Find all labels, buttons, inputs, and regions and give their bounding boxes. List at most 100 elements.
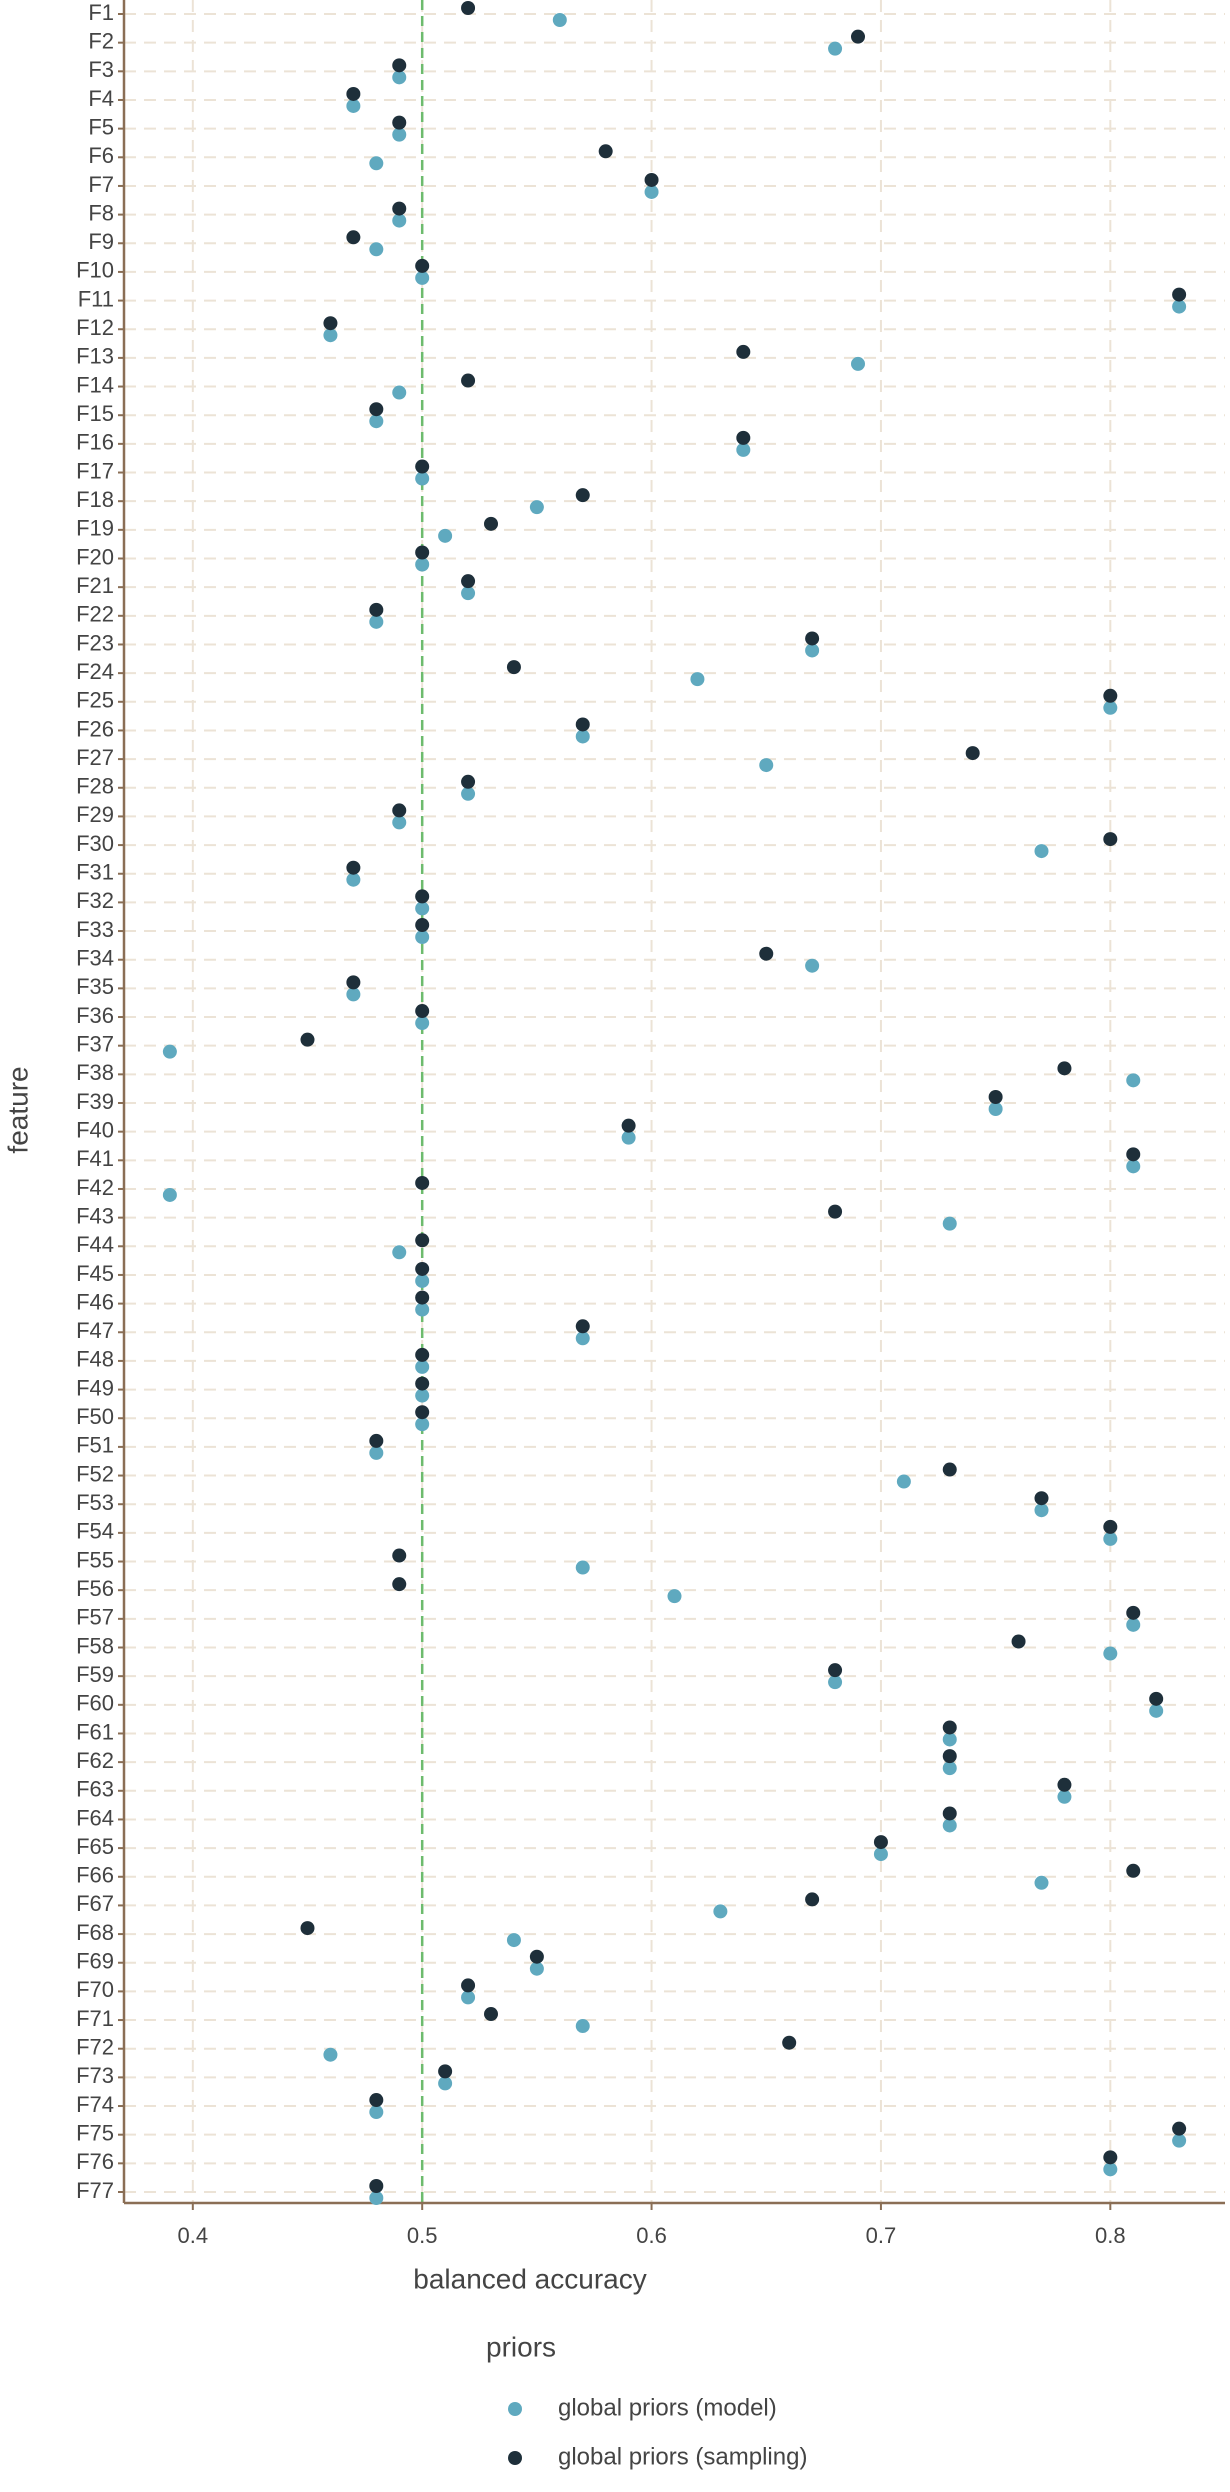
point [369,414,384,429]
point [415,270,430,285]
point [415,1261,430,1276]
point [438,2076,453,2091]
point [828,1663,843,1678]
y-tick-label: F71 [76,2006,114,2031]
y-tick-label: F50 [76,1404,114,1429]
y-tick-label: F35 [76,974,114,999]
point [598,144,613,159]
point [461,586,476,601]
y-tick-label: F61 [76,1719,114,1744]
point [392,213,407,228]
point [323,328,338,343]
y-tick-label: F16 [76,430,114,455]
point [759,758,774,773]
point [415,901,430,916]
y-tick-label: F23 [76,630,114,655]
y-tick-label: F39 [76,1089,114,1114]
point [1034,1875,1049,1890]
point [942,1761,957,1776]
y-tick-label: F28 [76,774,114,799]
point [1034,1491,1049,1506]
point [461,1978,476,1993]
point [736,344,751,359]
point [873,1835,888,1850]
point [1011,1634,1026,1649]
x-tick-label: 0.7 [866,2223,897,2248]
y-tick-label: F47 [76,1318,114,1343]
y-tick-label: F4 [88,86,114,111]
y-tick-label: F36 [76,1003,114,1028]
point [621,1118,636,1133]
point [805,1892,820,1907]
y-tick-label: F34 [76,946,114,971]
point [346,230,361,245]
point [575,717,590,732]
y-tick-label: F11 [78,286,114,311]
point [1103,700,1118,715]
point [369,242,384,257]
point [782,2035,797,2050]
y-tick-label: F3 [88,57,114,82]
y-tick-label: F55 [76,1547,114,1572]
point [346,987,361,1002]
point [805,631,820,646]
point [346,872,361,887]
y-tick-label: F24 [76,659,114,684]
point [415,930,430,945]
point [1126,1159,1141,1174]
point [438,2064,453,2079]
y-tick-label: F12 [76,315,114,340]
y-tick-label: F74 [76,2092,114,2117]
legend-label: global priors (sampling) [558,2443,807,2470]
point [300,1032,315,1047]
point [461,1,476,15]
point [415,1347,430,1362]
point [1103,2150,1118,2165]
point [346,98,361,113]
point [1172,287,1187,302]
y-tick-label: F45 [76,1261,114,1286]
point [1034,844,1049,859]
point [392,127,407,142]
point [415,471,430,486]
point [942,1720,957,1735]
point [415,258,430,273]
point [851,356,865,371]
point [392,201,407,216]
point [1172,2121,1187,2136]
y-tick-label: F62 [76,1748,114,1773]
point [461,786,476,801]
y-tick-label: F38 [76,1060,114,1085]
y-tick-label: F15 [76,401,114,426]
y-tick-label: F43 [76,1203,114,1228]
point [415,1175,430,1190]
y-tick-label: F56 [76,1576,114,1601]
x-axis-title: balanced accuracy [413,2263,646,2294]
y-tick-label: F75 [76,2120,114,2145]
point [713,1904,728,1919]
y-tick-label: F19 [76,516,114,541]
y-tick-label: F53 [76,1490,114,1515]
y-tick-label: F2 [88,28,114,53]
x-tick-label: 0.4 [178,2223,209,2248]
point [873,1847,888,1862]
y-tick-label: F68 [76,1920,114,1945]
point [415,1233,430,1248]
y-tick-label: F32 [76,888,114,913]
point [415,1388,430,1403]
point [896,1474,911,1489]
point [828,41,843,56]
y-tick-label: F60 [76,1691,114,1716]
point [369,614,384,629]
point [415,1290,430,1305]
point [736,442,751,457]
y-tick-label: F8 [88,200,114,225]
y-tick-label: F65 [76,1834,114,1859]
point [415,557,430,572]
point [392,115,407,130]
point [1149,1691,1164,1706]
point [461,774,476,789]
point [461,574,476,589]
point [506,660,521,675]
point [415,1273,430,1288]
